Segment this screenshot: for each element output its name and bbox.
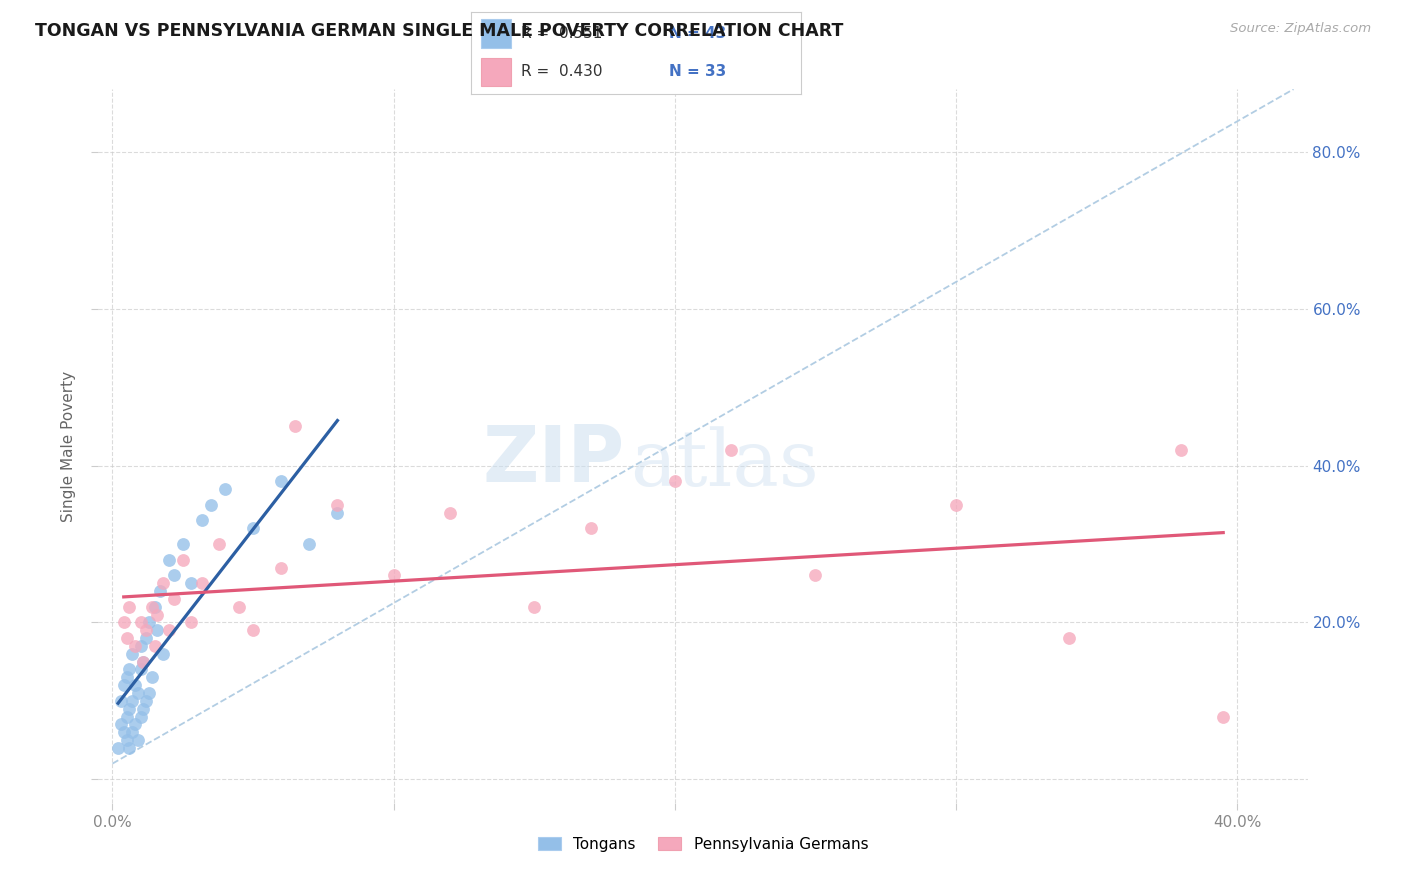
Point bbox=[124, 639, 146, 653]
Point bbox=[284, 419, 307, 434]
Point bbox=[121, 647, 143, 661]
Text: TONGAN VS PENNSYLVANIA GERMAN SINGLE MALE POVERTY CORRELATION CHART: TONGAN VS PENNSYLVANIA GERMAN SINGLE MAL… bbox=[35, 22, 844, 40]
Point bbox=[1057, 631, 1080, 645]
Point bbox=[135, 694, 157, 708]
Point bbox=[228, 599, 250, 614]
Point bbox=[118, 663, 141, 677]
Point bbox=[138, 686, 160, 700]
Point bbox=[138, 615, 160, 630]
Point bbox=[118, 740, 141, 755]
Text: R =  0.430: R = 0.430 bbox=[520, 64, 602, 79]
Point bbox=[127, 733, 149, 747]
Text: atlas: atlas bbox=[630, 426, 820, 501]
Text: R =  0.551: R = 0.551 bbox=[520, 26, 602, 41]
Point bbox=[143, 599, 166, 614]
Legend: Tongans, Pennsylvania Germans: Tongans, Pennsylvania Germans bbox=[530, 829, 876, 859]
Point bbox=[115, 670, 138, 684]
Point bbox=[118, 599, 141, 614]
Point bbox=[326, 498, 349, 512]
Point bbox=[110, 717, 132, 731]
Point bbox=[112, 678, 135, 692]
Point bbox=[270, 475, 292, 489]
Point bbox=[157, 624, 180, 638]
Text: Source: ZipAtlas.com: Source: ZipAtlas.com bbox=[1230, 22, 1371, 36]
Point bbox=[129, 615, 152, 630]
Point bbox=[107, 740, 129, 755]
Point bbox=[121, 725, 143, 739]
Text: N = 43: N = 43 bbox=[669, 26, 727, 41]
Point bbox=[132, 702, 155, 716]
Point bbox=[191, 514, 214, 528]
Point bbox=[242, 521, 264, 535]
Point bbox=[129, 639, 152, 653]
Point bbox=[143, 639, 166, 653]
Point bbox=[298, 537, 321, 551]
Point bbox=[152, 576, 174, 591]
FancyBboxPatch shape bbox=[481, 19, 510, 47]
Point bbox=[579, 521, 602, 535]
Point bbox=[132, 655, 155, 669]
Point bbox=[124, 678, 146, 692]
Point bbox=[1212, 709, 1234, 723]
Point bbox=[172, 537, 194, 551]
Point bbox=[191, 576, 214, 591]
Point bbox=[135, 631, 157, 645]
Point bbox=[112, 615, 135, 630]
Point bbox=[129, 709, 152, 723]
Point bbox=[132, 655, 155, 669]
Point bbox=[146, 607, 169, 622]
Point bbox=[146, 624, 169, 638]
Text: ZIP: ZIP bbox=[482, 422, 624, 499]
Point bbox=[115, 709, 138, 723]
Point bbox=[242, 624, 264, 638]
Point bbox=[110, 694, 132, 708]
Point bbox=[180, 615, 202, 630]
FancyBboxPatch shape bbox=[481, 58, 510, 87]
Point bbox=[124, 717, 146, 731]
Point bbox=[945, 498, 967, 512]
Point bbox=[163, 591, 186, 606]
Text: N = 33: N = 33 bbox=[669, 64, 727, 79]
Point bbox=[141, 670, 163, 684]
Point bbox=[180, 576, 202, 591]
Point bbox=[121, 694, 143, 708]
Point bbox=[382, 568, 405, 582]
Point bbox=[115, 733, 138, 747]
Point bbox=[523, 599, 546, 614]
Point bbox=[804, 568, 827, 582]
Point bbox=[172, 552, 194, 566]
Point bbox=[208, 537, 231, 551]
Point bbox=[129, 663, 152, 677]
Point bbox=[200, 498, 222, 512]
Point bbox=[163, 568, 186, 582]
Point bbox=[141, 599, 163, 614]
Y-axis label: Single Male Poverty: Single Male Poverty bbox=[60, 370, 76, 522]
Point bbox=[157, 552, 180, 566]
Point bbox=[439, 506, 461, 520]
Point bbox=[127, 686, 149, 700]
Point bbox=[112, 725, 135, 739]
Point bbox=[720, 442, 742, 457]
Point bbox=[118, 702, 141, 716]
Point bbox=[1170, 442, 1192, 457]
Point bbox=[115, 631, 138, 645]
Point bbox=[214, 482, 236, 496]
Point bbox=[664, 475, 686, 489]
Point bbox=[135, 624, 157, 638]
Point bbox=[326, 506, 349, 520]
Point bbox=[270, 560, 292, 574]
Point bbox=[152, 647, 174, 661]
Point bbox=[149, 584, 172, 599]
